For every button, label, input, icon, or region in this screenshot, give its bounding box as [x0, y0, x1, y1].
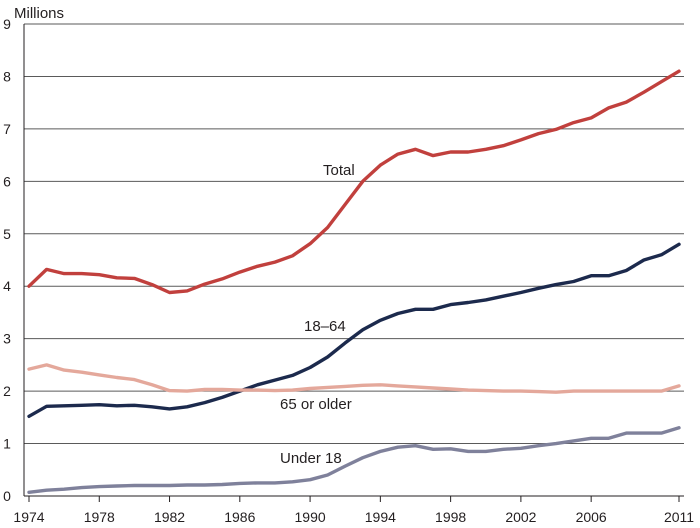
y-tick-label: 5 [3, 226, 11, 242]
series-label-total: Total [323, 162, 355, 179]
y-tick-label: 8 [3, 68, 11, 84]
x-tick-label: 1990 [295, 509, 326, 525]
y-tick-label: 4 [3, 278, 11, 294]
x-tick-label: 1998 [435, 509, 466, 525]
x-tick-label: 2006 [576, 509, 607, 525]
y-axis-ticks: 0 1 2 3 4 5 6 7 8 9 [3, 16, 11, 504]
y-tick-label: 1 [3, 436, 11, 452]
series-lines [27, 69, 681, 494]
y-tick-label: 9 [3, 16, 11, 32]
series-label-65-or-older: 65 or older [280, 396, 352, 413]
y-tick-label: 0 [3, 488, 11, 504]
series-line-65-or-older [27, 363, 681, 394]
x-tick-label: 2002 [505, 509, 536, 525]
series-line-under-18 [27, 426, 681, 494]
gridlines [24, 23, 684, 445]
x-tick-label: 1978 [84, 509, 115, 525]
series-line-18-64 [27, 242, 681, 418]
x-tick-label: 1974 [13, 509, 44, 525]
y-tick-label: 6 [3, 173, 11, 189]
y-tick-label: 2 [3, 383, 11, 399]
series-label-under-18: Under 18 [280, 450, 342, 467]
y-axis-unit-label: Millions [14, 5, 64, 22]
x-tick-label: 1982 [154, 509, 185, 525]
x-tick-label: 1994 [365, 509, 396, 525]
series-line-total [27, 69, 681, 295]
y-tick-label: 3 [3, 331, 11, 347]
y-tick-label: 7 [3, 121, 11, 137]
series-label-18-64: 18–64 [304, 318, 346, 335]
x-axis-ticks: 1974 1978 1982 1986 1990 1994 1998 2002 2006 2011 [13, 496, 694, 525]
x-tick-label: 1986 [224, 509, 255, 525]
x-tick-label: 2011 [664, 509, 694, 525]
